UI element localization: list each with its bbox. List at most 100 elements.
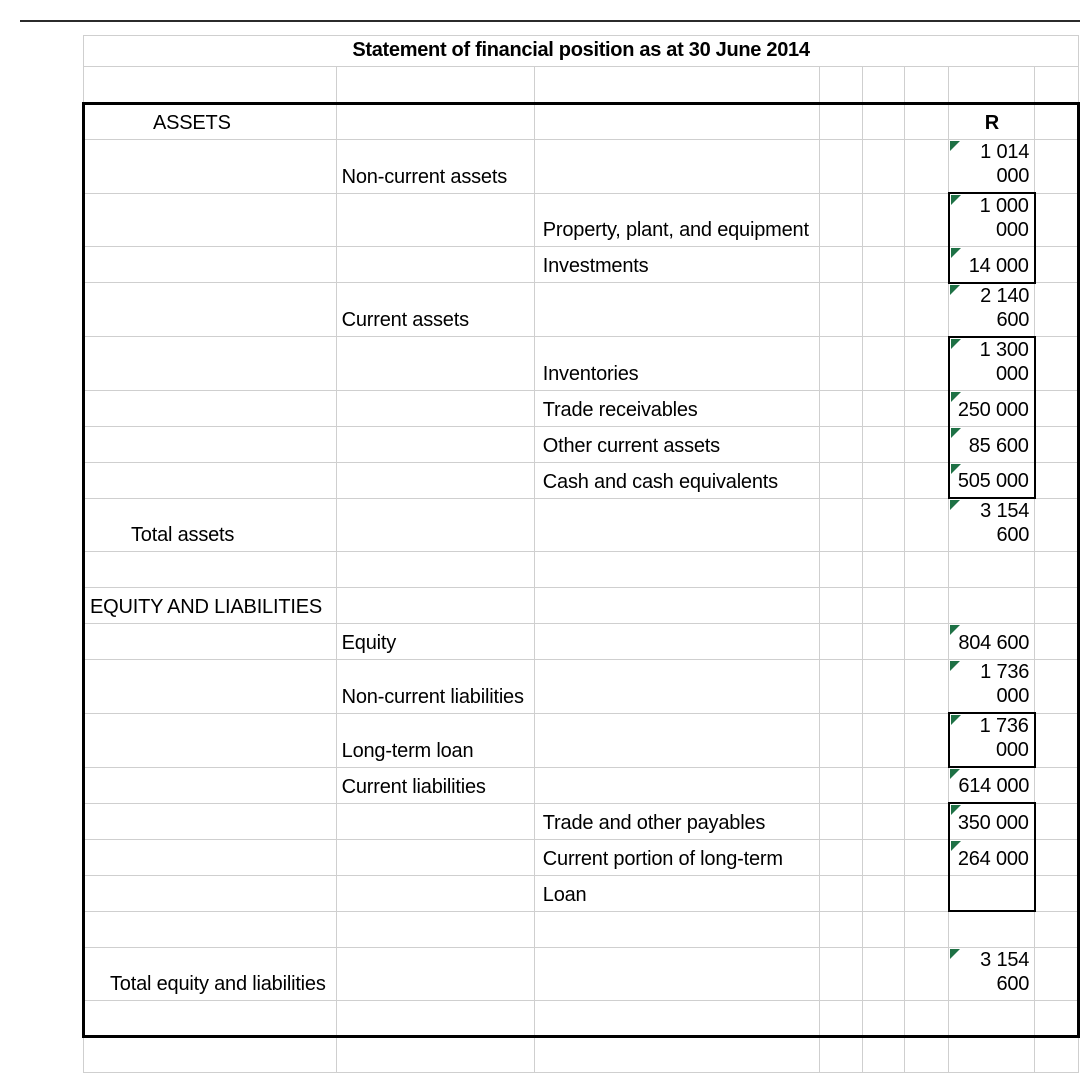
row-label-cell: ASSETS	[82, 102, 337, 140]
statement-body-section: ASSETS R Non-current assets 1 014 000 Proper…	[82, 102, 1080, 1038]
grid-cell	[818, 659, 863, 714]
grid-cell	[1034, 802, 1080, 840]
grid-cell	[335, 838, 535, 876]
grid-cell	[861, 139, 906, 194]
grid-cell	[861, 497, 906, 552]
grid-cell	[533, 139, 820, 194]
amount-cell	[948, 910, 1036, 948]
grid-cell	[335, 192, 535, 247]
grid-cell	[1034, 1035, 1079, 1073]
row-label-cell: Trade and other payables	[533, 802, 820, 840]
grid-cell	[82, 766, 337, 804]
grid-cell	[82, 192, 337, 247]
grid-cell	[335, 336, 535, 391]
row-label-cell: EQUITY AND LIABILITIES	[82, 587, 337, 624]
grid-cell	[533, 551, 820, 588]
grid-cell	[818, 946, 863, 1001]
grid-cell	[818, 1035, 863, 1073]
row-label-cell: Current assets	[335, 282, 535, 337]
grid-cell	[904, 425, 950, 463]
grid-cell	[82, 282, 337, 337]
page-top-rule	[20, 20, 1080, 22]
grid-cell	[82, 139, 337, 194]
grid-cell	[1034, 425, 1080, 463]
grid-cell	[818, 282, 863, 337]
grid-cell	[1034, 389, 1080, 427]
grid-cell	[82, 336, 337, 391]
amount-cell: 14 000	[947, 246, 1036, 284]
grid-cell	[861, 1035, 906, 1073]
grid-cell	[335, 910, 535, 948]
amount-value: 1 300 000	[979, 338, 1029, 385]
amount-value: 2 140 600	[980, 284, 1030, 331]
grid-cell	[904, 139, 950, 194]
row-label-cell: Total assets	[82, 497, 337, 552]
row-label: Long-term loan	[336, 738, 484, 767]
row-label: Total assets	[85, 523, 245, 551]
grid-cell	[904, 551, 950, 588]
grid-cell	[533, 497, 820, 552]
grid-cell	[904, 766, 950, 804]
error-indicator-icon	[950, 715, 961, 725]
grid-cell	[904, 712, 950, 768]
table-row: Loan	[82, 874, 1080, 912]
grid-cell	[82, 802, 337, 840]
grid-cell	[904, 946, 950, 1001]
row-label-cell: Investments	[533, 246, 820, 283]
grid-cell	[83, 66, 337, 104]
row-label: Investments	[534, 254, 659, 282]
grid-cell	[1034, 623, 1080, 660]
row-label-cell: Trade receivables	[533, 389, 820, 427]
grid-cell	[82, 461, 337, 499]
grid-cell	[82, 910, 337, 948]
grid-cell	[818, 802, 863, 840]
grid-cell	[83, 1035, 337, 1073]
table-row: Current portion of long-term 264 000	[82, 838, 1080, 876]
grid-cell	[335, 802, 535, 840]
grid-cell	[533, 587, 820, 624]
amount-cell: 505 000	[947, 461, 1036, 499]
grid-cell	[904, 838, 950, 876]
grid-cell	[1034, 497, 1080, 552]
grid-cell	[904, 623, 950, 660]
grid-cell	[335, 587, 535, 624]
row-label: Other current assets	[534, 433, 730, 462]
grid-cell	[335, 1035, 535, 1073]
amount-cell: 1 014 000	[948, 139, 1036, 194]
table-row: Total equity and liabilities 3 154 600	[82, 946, 1080, 1001]
row-label-cell: Current liabilities	[335, 766, 535, 804]
amount-cell: 614 000	[948, 766, 1036, 804]
grid-cell	[533, 659, 820, 714]
table-row: Equity 804 600	[82, 623, 1080, 660]
grid-cell	[335, 999, 535, 1038]
amount-cell: 85 600	[947, 425, 1036, 463]
error-indicator-icon	[950, 661, 961, 671]
table-row: Property, plant, and equipment 1 000 000	[82, 192, 1080, 247]
amount-value: 1 736 000	[979, 715, 1029, 761]
error-indicator-icon	[950, 463, 961, 474]
grid-cell	[861, 461, 906, 499]
row-label: Property, plant, and equipment	[534, 218, 819, 246]
grid-cell	[533, 910, 820, 948]
table-row: Long-term loan 1 736 000	[82, 712, 1080, 768]
grid-cell	[904, 461, 950, 499]
row-label: Current portion of long-term	[534, 846, 793, 875]
amount-cell: 350 000	[947, 802, 1036, 840]
row-label-cell: Other current assets	[533, 425, 820, 463]
grid-cell	[82, 425, 337, 463]
grid-cell	[1034, 910, 1080, 948]
grid-cell	[861, 551, 906, 588]
error-indicator-icon	[950, 427, 961, 438]
grid-cell	[82, 999, 337, 1038]
row-label-cell: Non-current assets	[335, 139, 535, 194]
error-indicator-icon	[950, 500, 961, 510]
grid-cell	[861, 999, 906, 1038]
error-indicator-icon	[950, 248, 961, 258]
error-indicator-icon	[950, 840, 961, 851]
table-row: Current assets 2 140 600	[82, 282, 1080, 337]
grid-cell	[1034, 838, 1080, 876]
grid-cell	[861, 712, 906, 768]
amount-cell: 3 154 600	[948, 497, 1036, 552]
table-row: EQUITY AND LIABILITIES	[82, 587, 1080, 624]
amount-cell	[948, 999, 1036, 1038]
